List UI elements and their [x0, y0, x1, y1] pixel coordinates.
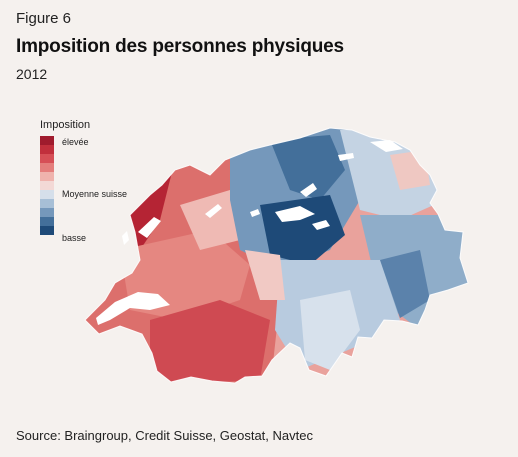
legend-swatch [40, 136, 54, 145]
legend-swatch [40, 145, 54, 154]
legend-swatch [40, 154, 54, 163]
legend-mid-label: Moyenne suisse [62, 189, 128, 199]
legend-title: Imposition [40, 119, 91, 131]
legend-swatch [40, 226, 54, 235]
legend-low-label: basse [62, 233, 87, 243]
legend-swatch [40, 190, 54, 199]
legend-color-scale [40, 136, 54, 235]
page-title: Imposition des personnes physiques [16, 36, 344, 57]
source-note: Source: Braingroup, Credit Suisse, Geost… [16, 428, 313, 443]
figure-label: Figure 6 [16, 10, 72, 27]
lakes [96, 140, 403, 325]
legend-swatch [40, 199, 54, 208]
legend-swatch [40, 208, 54, 217]
legend-swatch [40, 172, 54, 181]
legend-swatch [40, 181, 54, 190]
legend-swatch [40, 163, 54, 172]
legend-swatch [40, 217, 54, 226]
year-label: 2012 [16, 66, 48, 82]
legend-high-label: élevée [62, 137, 89, 147]
